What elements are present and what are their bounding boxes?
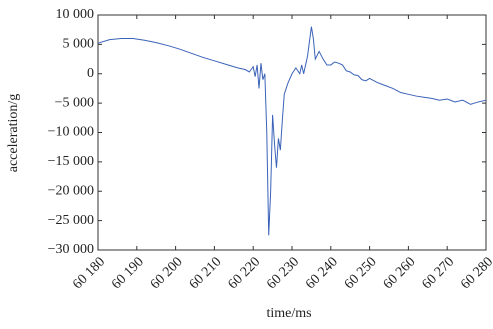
x-tick-label: 60 220	[225, 254, 263, 292]
x-axis-label: time/ms	[266, 306, 311, 321]
y-tick-label: −30 000	[48, 242, 94, 257]
data-line	[97, 26, 487, 236]
x-tick-label: 60 270	[419, 254, 457, 292]
x-tick-label: 60 250	[342, 254, 380, 292]
x-tick-label: 60 260	[381, 254, 419, 292]
x-tick-label: 60 190	[109, 254, 147, 292]
y-tick-label: −25 000	[48, 213, 94, 228]
x-tick-label: 60 210	[187, 254, 225, 292]
x-tick-label: 60 230	[264, 254, 302, 292]
y-tick-label: 10 000	[56, 7, 95, 22]
y-axis-label: acceleration/g	[6, 94, 21, 173]
x-tick-label: 60 200	[148, 254, 186, 292]
plot-frame	[97, 14, 487, 251]
x-tick-label: 60 180	[70, 254, 108, 292]
y-tick-label: 5 000	[63, 37, 95, 52]
y-tick-label: −10 000	[48, 125, 94, 140]
y-tick-label: −15 000	[48, 154, 94, 169]
y-tick-label: 0	[87, 66, 94, 81]
y-tick-label: −5 000	[55, 95, 94, 110]
x-tick-label: 60 280	[458, 254, 493, 292]
y-tick-label: −20 000	[48, 183, 94, 198]
x-tick-label: 60 240	[303, 254, 341, 292]
